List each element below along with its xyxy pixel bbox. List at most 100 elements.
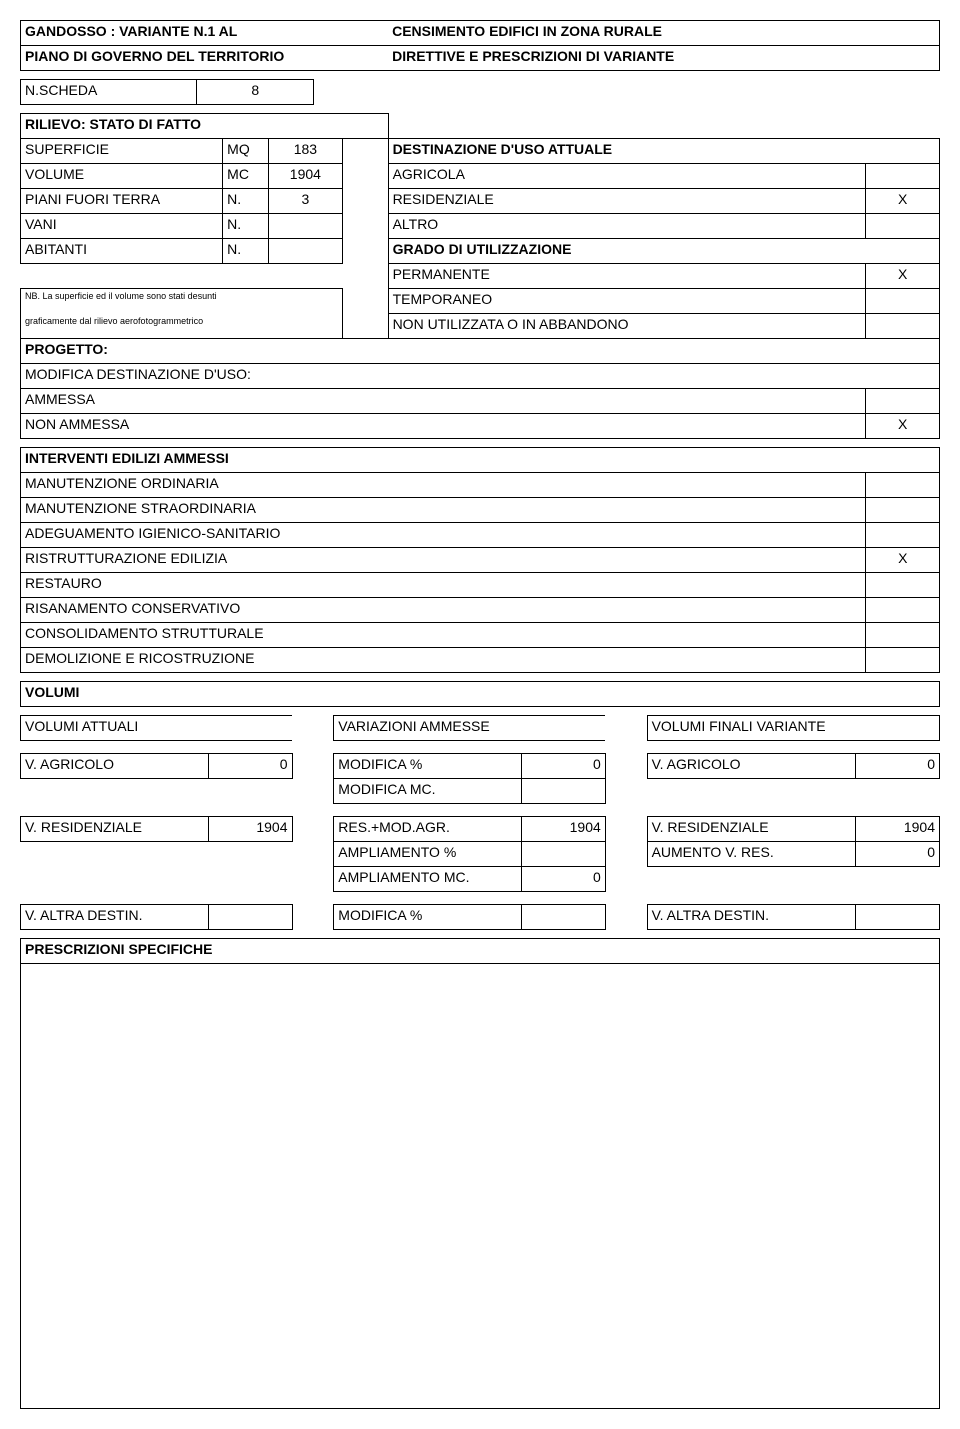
header-right2: DIRETTIVE E PRESCRIZIONI DI VARIANTE [388,46,939,71]
ammessa-label: AMMESSA [21,389,866,414]
risan-x [866,598,940,623]
volumi-title-table: VOLUMI [20,681,940,707]
v-altra: V. ALTRA DESTIN. [21,905,209,930]
modifica-pct-val: 0 [522,754,606,779]
ampl-pct-val [522,842,606,867]
interventi-table: INTERVENTI EDILIZI AMMESSI MANUTENZIONE … [20,447,940,673]
modifica-mc: MODIFICA MC. [334,779,522,804]
header-left2: PIANO DI GOVERNO DEL TERRITORIO [21,46,389,71]
nonutil-x [866,314,940,339]
piani-val: 3 [269,189,343,214]
restauro-x [866,573,940,598]
scheda-label: N.SCHEDA [21,80,197,105]
ristr: RISTRUTTURAZIONE EDILIZIA [21,548,866,573]
res-mod: RES.+MOD.AGR. [334,817,522,842]
temporaneo-x [866,289,940,314]
interventi-title: INTERVENTI EDILIZI AMMESSI [21,448,940,473]
aumento-val: 0 [856,842,940,867]
residenziale-x: X [866,189,940,214]
man-ord: MANUTENZIONE ORDINARIA [21,473,866,498]
permanente-label: PERMANENTE [388,264,866,289]
rilievo-title: RILIEVO: STATO DI FATTO [21,114,389,139]
v-res: V. RESIDENZIALE [21,817,209,842]
volume-val: 1904 [269,164,343,189]
progetto-title: PROGETTO: [21,339,940,364]
nb1: NB. La superficie ed il volume sono stat… [21,289,343,314]
v-res-val: 1904 [208,817,292,842]
v-agricolo2-val: 0 [856,754,940,779]
modifica-pct2: MODIFICA % [334,905,522,930]
ampl-mc: AMPLIAMENTO MC. [334,867,522,892]
consol-x [866,623,940,648]
modifica-pct: MODIFICA % [334,754,522,779]
volumi-finali: VOLUMI FINALI VARIANTE [647,716,939,741]
residenziale-label: RESIDENZIALE [388,189,866,214]
vani-unit: N. [223,214,269,239]
permanente-x: X [866,264,940,289]
superficie-unit: MQ [223,139,269,164]
v-altra2: V. ALTRA DESTIN. [647,905,856,930]
modifica-pct2-val [522,905,606,930]
volumi-title: VOLUMI [21,682,940,707]
header-left1: GANDOSSO : VARIANTE N.1 AL [21,21,389,46]
nonutil-label: NON UTILIZZATA O IN ABBANDONO [388,314,866,339]
ampl-mc-val: 0 [522,867,606,892]
volume-label: VOLUME [21,164,223,189]
scheda-value: 8 [197,80,314,105]
v-altra2-val [856,905,940,930]
res-mod-val: 1904 [522,817,606,842]
v-res2-val: 1904 [856,817,940,842]
nonammessa-label: NON AMMESSA [21,414,866,439]
altro-x [866,214,940,239]
volumi-attuali: VOLUMI ATTUALI [21,716,293,741]
rilievo-table: RILIEVO: STATO DI FATTO SUPERFICIE MQ 18… [20,113,940,439]
v-agricolo2: V. AGRICOLO [647,754,856,779]
man-stra-x [866,498,940,523]
temporaneo-label: TEMPORANEO [388,289,866,314]
man-stra: MANUTENZIONE STRAORDINARIA [21,498,866,523]
vani-val [269,214,343,239]
v-agricolo-val: 0 [208,754,292,779]
vani-label: VANI [21,214,223,239]
volume-unit: MC [223,164,269,189]
prescrizioni-title: PRESCRIZIONI SPECIFICHE [21,939,940,964]
prescrizioni-body [21,964,940,1409]
ristr-x: X [866,548,940,573]
ammessa-x [866,389,940,414]
demol: DEMOLIZIONE E RICOSTRUZIONE [21,648,866,673]
volumi-variazioni: VARIAZIONI AMMESSE [334,716,606,741]
ampl-pct: AMPLIAMENTO % [334,842,522,867]
v-res2: V. RESIDENZIALE [647,817,856,842]
prescrizioni-table: PRESCRIZIONI SPECIFICHE [20,938,940,1409]
nonammessa-x: X [866,414,940,439]
superficie-label: SUPERFICIE [21,139,223,164]
nb2: graficamente dal rilievo aerofotogrammet… [21,314,343,339]
dest-title: DESTINAZIONE D'USO ATTUALE [388,139,866,164]
volumi-table: VOLUMI ATTUALI VARIAZIONI AMMESSE VOLUMI… [20,715,940,930]
aumento: AUMENTO V. RES. [647,842,856,867]
v-altra-val [208,905,292,930]
agricola-label: AGRICOLA [388,164,866,189]
piani-unit: N. [223,189,269,214]
grado-title: GRADO DI UTILIZZAZIONE [388,239,866,264]
v-agricolo: V. AGRICOLO [21,754,209,779]
altro-label: ALTRO [388,214,866,239]
superficie-val: 183 [269,139,343,164]
abitanti-unit: N. [223,239,269,264]
adeg-x [866,523,940,548]
scheda-table: N.SCHEDA 8 [20,79,314,105]
header-right1: CENSIMENTO EDIFICI IN ZONA RURALE [388,21,939,46]
adeg: ADEGUAMENTO IGIENICO-SANITARIO [21,523,866,548]
restauro: RESTAURO [21,573,866,598]
modifica-mc-val [522,779,606,804]
agricola-x [866,164,940,189]
abitanti-label: ABITANTI [21,239,223,264]
abitanti-val [269,239,343,264]
risan: RISANAMENTO CONSERVATIVO [21,598,866,623]
header-table: GANDOSSO : VARIANTE N.1 AL CENSIMENTO ED… [20,20,940,71]
demol-x [866,648,940,673]
progetto-modifica: MODIFICA DESTINAZIONE D'USO: [21,364,940,389]
man-ord-x [866,473,940,498]
consol: CONSOLIDAMENTO STRUTTURALE [21,623,866,648]
piani-label: PIANI FUORI TERRA [21,189,223,214]
